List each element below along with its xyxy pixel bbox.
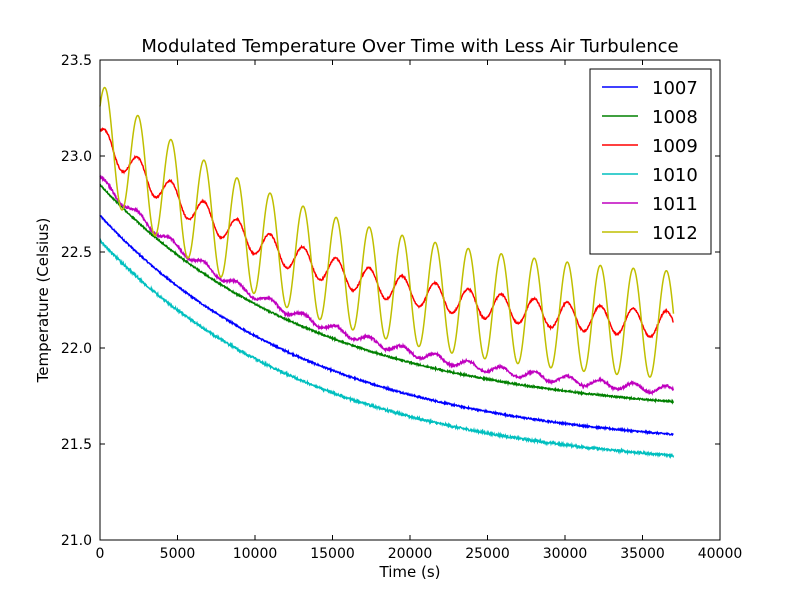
y-tick-label: 23.0	[61, 149, 92, 165]
series-line-1011	[99, 174, 675, 396]
x-tick-label: 20000	[388, 546, 433, 562]
legend-label-1010: 1010	[652, 165, 698, 186]
legend: 1007 1008 1009 1010 1011 1012	[589, 68, 712, 255]
series-line-1010	[99, 238, 675, 460]
y-tick-label: 21.0	[61, 533, 92, 549]
y-tick-label: 22.0	[61, 341, 92, 357]
legend-label-1008: 1008	[652, 107, 698, 128]
x-tick-label: 0	[96, 546, 105, 562]
y-axis-label: Temperature (Celsius)	[34, 218, 52, 384]
series-line-1008	[99, 183, 675, 405]
x-tick-label: 40000	[698, 546, 743, 562]
x-axis-label: Time (s)	[379, 563, 441, 581]
y-tick-label: 22.5	[61, 245, 92, 261]
series-line-1007	[99, 214, 674, 437]
x-tick-label: 10000	[233, 546, 278, 562]
x-tick-label: 15000	[310, 546, 355, 562]
legend-label-1011: 1011	[652, 194, 698, 215]
series-line-1012	[99, 86, 675, 378]
legend-box	[589, 68, 712, 255]
series-group	[99, 86, 675, 460]
x-tick-label: 35000	[620, 546, 665, 562]
x-tick-label: 25000	[465, 546, 510, 562]
ticks-group: 0 5000 10000 15000 20000 25000 30000 35000 40000…	[61, 53, 742, 562]
x-tick-label: 5000	[160, 546, 196, 562]
x-tick-label: 30000	[543, 546, 588, 562]
y-tick-label: 23.5	[61, 53, 92, 69]
legend-label-1009: 1009	[652, 136, 698, 157]
y-tick-label: 21.5	[61, 437, 92, 453]
legend-label-1007: 1007	[652, 78, 698, 99]
chart-title: Modulated Temperature Over Time with Les…	[141, 36, 678, 57]
legend-label-1012: 1012	[652, 223, 698, 244]
